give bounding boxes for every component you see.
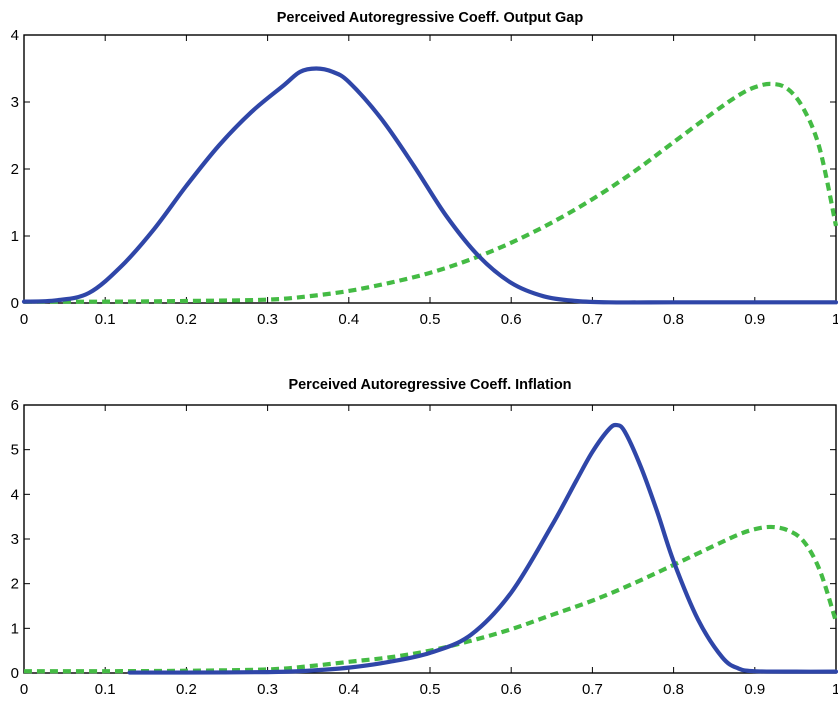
plot-area (23, 404, 837, 674)
series-line-solid-blue (21, 66, 838, 305)
y-tick-label: 1 (11, 228, 19, 245)
x-tick-label: 0.1 (95, 311, 116, 328)
series-line-solid-blue (127, 422, 838, 675)
x-tick-label: 0.1 (95, 681, 116, 698)
chart-title: Perceived Autoregressive Coeff. Output G… (277, 10, 584, 26)
y-tick-label: 2 (11, 576, 19, 593)
x-tick-label: 0.8 (663, 681, 684, 698)
chart-title: Perceived Autoregressive Coeff. Inflatio… (288, 377, 571, 393)
chart-panel-1: Perceived Autoregressive Coeff. Output G… (11, 10, 838, 328)
x-tick-label: 0.3 (257, 311, 278, 328)
x-tick-label: 0.9 (744, 681, 765, 698)
x-tick-label: 0.2 (176, 681, 197, 698)
x-tick-label: 0.6 (501, 681, 522, 698)
y-tick-label: 5 (11, 442, 19, 459)
y-tick-label: 1 (11, 620, 19, 637)
x-tick-label: 1 (832, 311, 838, 328)
x-tick-label: 0.9 (744, 311, 765, 328)
x-tick-label: 0.7 (582, 681, 603, 698)
y-tick-label: 0 (11, 295, 19, 312)
y-tick-label: 6 (11, 397, 19, 414)
series-line-dashed-green (23, 524, 838, 674)
x-tick-label: 0.5 (420, 681, 441, 698)
x-tick-label: 0 (20, 681, 28, 698)
x-tick-label: 0 (20, 311, 28, 328)
y-tick-label: 4 (11, 486, 19, 503)
x-tick-label: 0.6 (501, 311, 522, 328)
x-tick-label: 1 (832, 681, 838, 698)
x-tick-label: 0.7 (582, 311, 603, 328)
chart-panel-2: Perceived Autoregressive Coeff. Inflatio… (11, 377, 838, 698)
x-tick-label: 0.5 (420, 311, 441, 328)
x-tick-label: 0.4 (338, 311, 359, 328)
x-tick-label: 0.3 (257, 681, 278, 698)
y-tick-label: 3 (11, 94, 19, 111)
y-tick-label: 4 (11, 27, 19, 44)
x-tick-label: 0.2 (176, 311, 197, 328)
x-tick-label: 0.4 (338, 681, 359, 698)
plot-area (23, 34, 837, 304)
y-tick-label: 0 (11, 665, 19, 682)
x-tick-label: 0.8 (663, 311, 684, 328)
series-line-dashed-green (23, 81, 838, 304)
y-tick-label: 3 (11, 531, 19, 548)
y-tick-label: 2 (11, 161, 19, 178)
